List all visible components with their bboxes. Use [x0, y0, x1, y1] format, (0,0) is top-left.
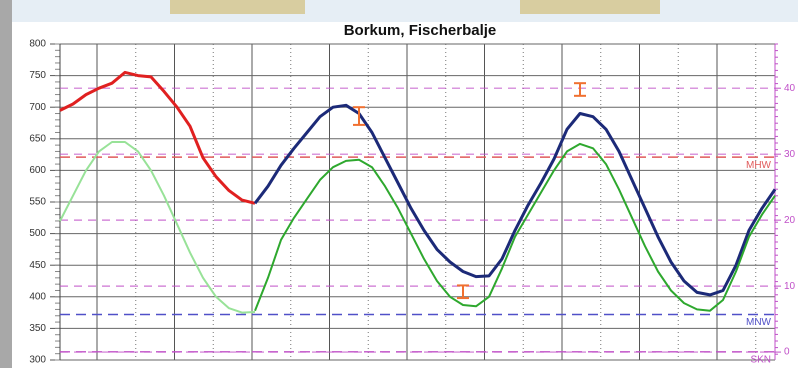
series-line [59, 70, 256, 205]
series-line [254, 142, 776, 312]
error-bar [353, 106, 365, 126]
left-strip [0, 0, 12, 368]
y-tick-label: 450 [29, 260, 46, 271]
error-bar [574, 82, 586, 97]
y2-tick-label: 0 [784, 347, 790, 358]
y-tick-label: 800 [29, 39, 46, 50]
top-tab [170, 0, 305, 14]
top-tab [520, 0, 660, 14]
y-tick-label: 300 [29, 355, 46, 366]
y-tick-label: 500 [29, 228, 46, 239]
error-bar [457, 284, 469, 300]
y-tick-label: 350 [29, 323, 46, 334]
y2-tick-label: 10 [784, 281, 796, 292]
y-tick-label: 550 [29, 197, 46, 208]
series-line [253, 103, 777, 297]
series-line [59, 141, 256, 314]
chart-title: Borkum, Fischerbalje [344, 22, 497, 39]
reference-label: SKN [750, 354, 771, 365]
y2-tick-label: 30 [784, 149, 796, 160]
y-tick-label: 700 [29, 102, 46, 113]
reference-label: MHW [746, 160, 772, 171]
y-tick-label: 600 [29, 165, 46, 176]
reference-label: MNW [746, 317, 772, 328]
y-tick-label: 400 [29, 291, 46, 302]
y2-tick-label: 40 [784, 83, 796, 94]
y2-tick-label: 20 [784, 215, 796, 226]
y-tick-label: 650 [29, 133, 46, 144]
y-tick-label: 750 [29, 70, 46, 81]
